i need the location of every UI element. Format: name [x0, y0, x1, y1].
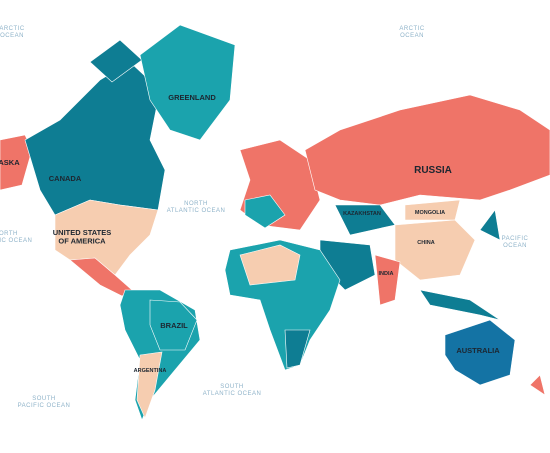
canada — [24, 61, 166, 216]
usa — [54, 199, 159, 276]
country-label: CANADA — [49, 174, 82, 183]
country-label: CHINA — [417, 240, 434, 246]
country-label: KAZAKHSTAN — [343, 211, 381, 217]
ocean-label: SOUTH PACIFIC OCEAN — [18, 396, 71, 409]
country-label: MONGOLIA — [415, 210, 445, 216]
new-zealand — [529, 374, 546, 396]
africa-north — [239, 244, 301, 286]
country-label: AUSTRALIA — [456, 346, 500, 355]
country-label: BRAZIL — [160, 321, 188, 330]
country-label: UNITED STATES OF AMERICA — [53, 228, 111, 246]
ocean-label: NORTH ATLANTIC OCEAN — [167, 201, 226, 214]
ocean-label: SOUTH ATLANTIC OCEAN — [203, 384, 262, 397]
country-labels: ALASKA CANADA GREENLAND UNITED STATESOF … — [0, 93, 500, 374]
country-label: GREENLAND — [168, 93, 216, 102]
ocean-label: ARCTIC OCEAN — [399, 26, 425, 39]
ocean-label: NORTHPACIFIC OCEAN — [0, 231, 32, 244]
brazil — [149, 299, 198, 351]
ocean-label: PACIFIC OCEAN — [502, 236, 529, 249]
ocean-labels: ARCTIC OCEAN ARCTIC OCEAN NORTH ATLANTIC OC… — [0, 26, 529, 409]
argentina — [136, 351, 163, 419]
china — [394, 219, 476, 281]
australia — [444, 319, 516, 386]
india — [374, 254, 401, 306]
southeast-asia — [419, 289, 501, 321]
country-label: ARGENTINA — [134, 368, 167, 374]
country-label: INDIA — [379, 271, 394, 277]
ocean-label: ARCTIC OCEAN — [0, 26, 25, 39]
africa-south — [284, 329, 311, 369]
land — [0, 24, 550, 421]
kazakhstan — [334, 204, 396, 236]
country-label: ALASKA — [0, 158, 20, 167]
country-label: RUSSIA — [414, 165, 452, 176]
alaska — [0, 134, 33, 191]
russia — [304, 94, 550, 206]
europe-west — [244, 194, 286, 229]
greenland — [139, 24, 236, 141]
japan — [479, 209, 501, 241]
